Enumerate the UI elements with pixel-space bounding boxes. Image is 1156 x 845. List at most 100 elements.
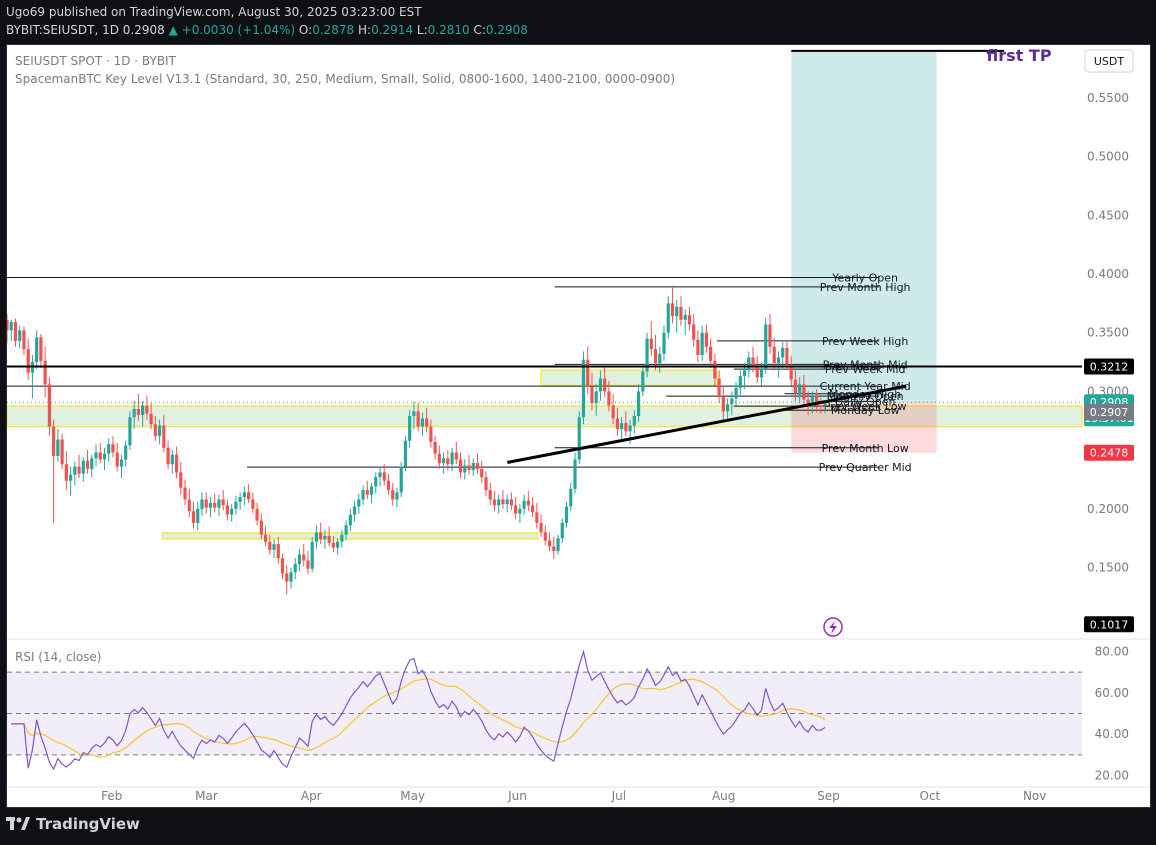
candle-body [115, 452, 119, 467]
key-zone-1 [161, 532, 539, 540]
rsi-tick-label: 20.00 [1095, 769, 1129, 783]
candle-body [781, 347, 785, 358]
candle-body [734, 387, 738, 399]
candle-body [615, 418, 619, 429]
candle-body [552, 546, 556, 552]
candle-body [611, 405, 615, 419]
candle-body [289, 572, 293, 582]
candle-body [162, 425, 166, 448]
candle-body [280, 558, 285, 574]
candle-body [238, 497, 242, 502]
candle-body [13, 322, 18, 341]
candle-body [480, 468, 484, 478]
candle-body [166, 447, 170, 465]
candle-body [128, 417, 132, 446]
candle-body [35, 337, 39, 363]
candle-body [704, 332, 708, 347]
candle-body [437, 453, 441, 464]
candle-body [666, 303, 670, 333]
candle-body [603, 378, 607, 392]
tradingview-logo[interactable]: TradingView [6, 815, 140, 833]
candle-body [391, 490, 395, 500]
candle-body [157, 425, 162, 437]
candle-body [85, 460, 90, 469]
candle-body [768, 324, 772, 347]
ohlc-low: L:0.2810 [417, 23, 470, 37]
candle-body [234, 501, 238, 509]
currency-selector[interactable]: USDT [1084, 49, 1134, 73]
chart-legend-title: SEIUSDT SPOT · 1D · BYBIT [15, 54, 177, 68]
indicator-legend: SpacemanBTC Key Level V13.1 (Standard, 3… [15, 72, 675, 86]
candle-body [594, 391, 598, 404]
rsi-line [11, 649, 826, 771]
candle-body [374, 477, 378, 487]
candle-body [441, 458, 446, 464]
candle-body [658, 353, 662, 364]
candle-body [107, 444, 111, 454]
candle-body [581, 359, 586, 418]
key-level-label: Monthly Open [827, 390, 904, 403]
candle-body [607, 391, 611, 406]
candle-body [425, 418, 429, 427]
publish-header: Ugo69 published on TradingView.com, Augu… [6, 3, 528, 39]
candle-body [463, 465, 467, 473]
candle-body [77, 466, 81, 474]
price-badge-bg [1084, 444, 1134, 461]
candle-body [18, 330, 22, 341]
candle-body [179, 472, 183, 488]
candle-body [564, 506, 569, 523]
candle-body [68, 474, 73, 481]
x-tick-label: Apr [301, 789, 322, 803]
candle-body [535, 512, 539, 523]
y-tick-label: 0.1500 [1087, 561, 1129, 575]
candle-body [806, 399, 810, 407]
candle-body [412, 411, 416, 417]
candle-body [217, 499, 221, 508]
price-badge: 0.3212 [1084, 358, 1134, 375]
candle-body [22, 330, 26, 350]
candle-body [789, 364, 793, 380]
candle-body [268, 541, 272, 550]
candle-body [344, 525, 348, 535]
chart-frame[interactable]: first TP Yearly Open Prev Month High Prev … [5, 44, 1151, 808]
candle-body [141, 405, 145, 415]
candle-body [52, 426, 56, 456]
candle-body [302, 554, 306, 561]
price-change: +0.0030 (+1.04%) [181, 23, 296, 37]
candle-body [505, 499, 509, 505]
candle-body [484, 477, 488, 491]
candle-body [336, 541, 340, 548]
candle-body [590, 386, 594, 404]
candle-body [547, 540, 552, 547]
candle-body [429, 426, 433, 442]
key-zone-2 [540, 369, 718, 387]
ohlc-open-value: 0.2878 [312, 23, 355, 37]
rsi-tick-label: 60.00 [1095, 686, 1129, 700]
ohlc-close-value: 0.2908 [485, 23, 528, 37]
candle-body [365, 490, 369, 495]
candle-body [751, 357, 755, 367]
candle-body [645, 338, 649, 372]
lightning-icon[interactable] [823, 617, 843, 637]
key-level-label: Yearly Open [831, 272, 898, 285]
candle-body [196, 508, 200, 523]
candle-body [446, 458, 450, 465]
key-level-label: Prev Month Low [822, 442, 909, 455]
profit-zone [791, 50, 937, 403]
rsi-tick-label: 80.00 [1095, 644, 1129, 658]
candle-body [692, 324, 696, 340]
key-zone-0 [6, 405, 1083, 428]
candle-body [174, 454, 179, 473]
candle-body [785, 347, 789, 365]
tradingview-logo-icon [6, 817, 30, 830]
ohlc-close: C:0.2908 [473, 23, 527, 37]
candle-body [696, 339, 700, 356]
candle-body [721, 396, 725, 412]
candle-body [433, 441, 437, 454]
candle-body [386, 480, 391, 491]
candle-body [624, 423, 628, 432]
publisher-line: Ugo69 published on TradingView.com, Augu… [6, 5, 422, 19]
price-badge-bg [1084, 403, 1134, 420]
candle-body [26, 349, 30, 373]
